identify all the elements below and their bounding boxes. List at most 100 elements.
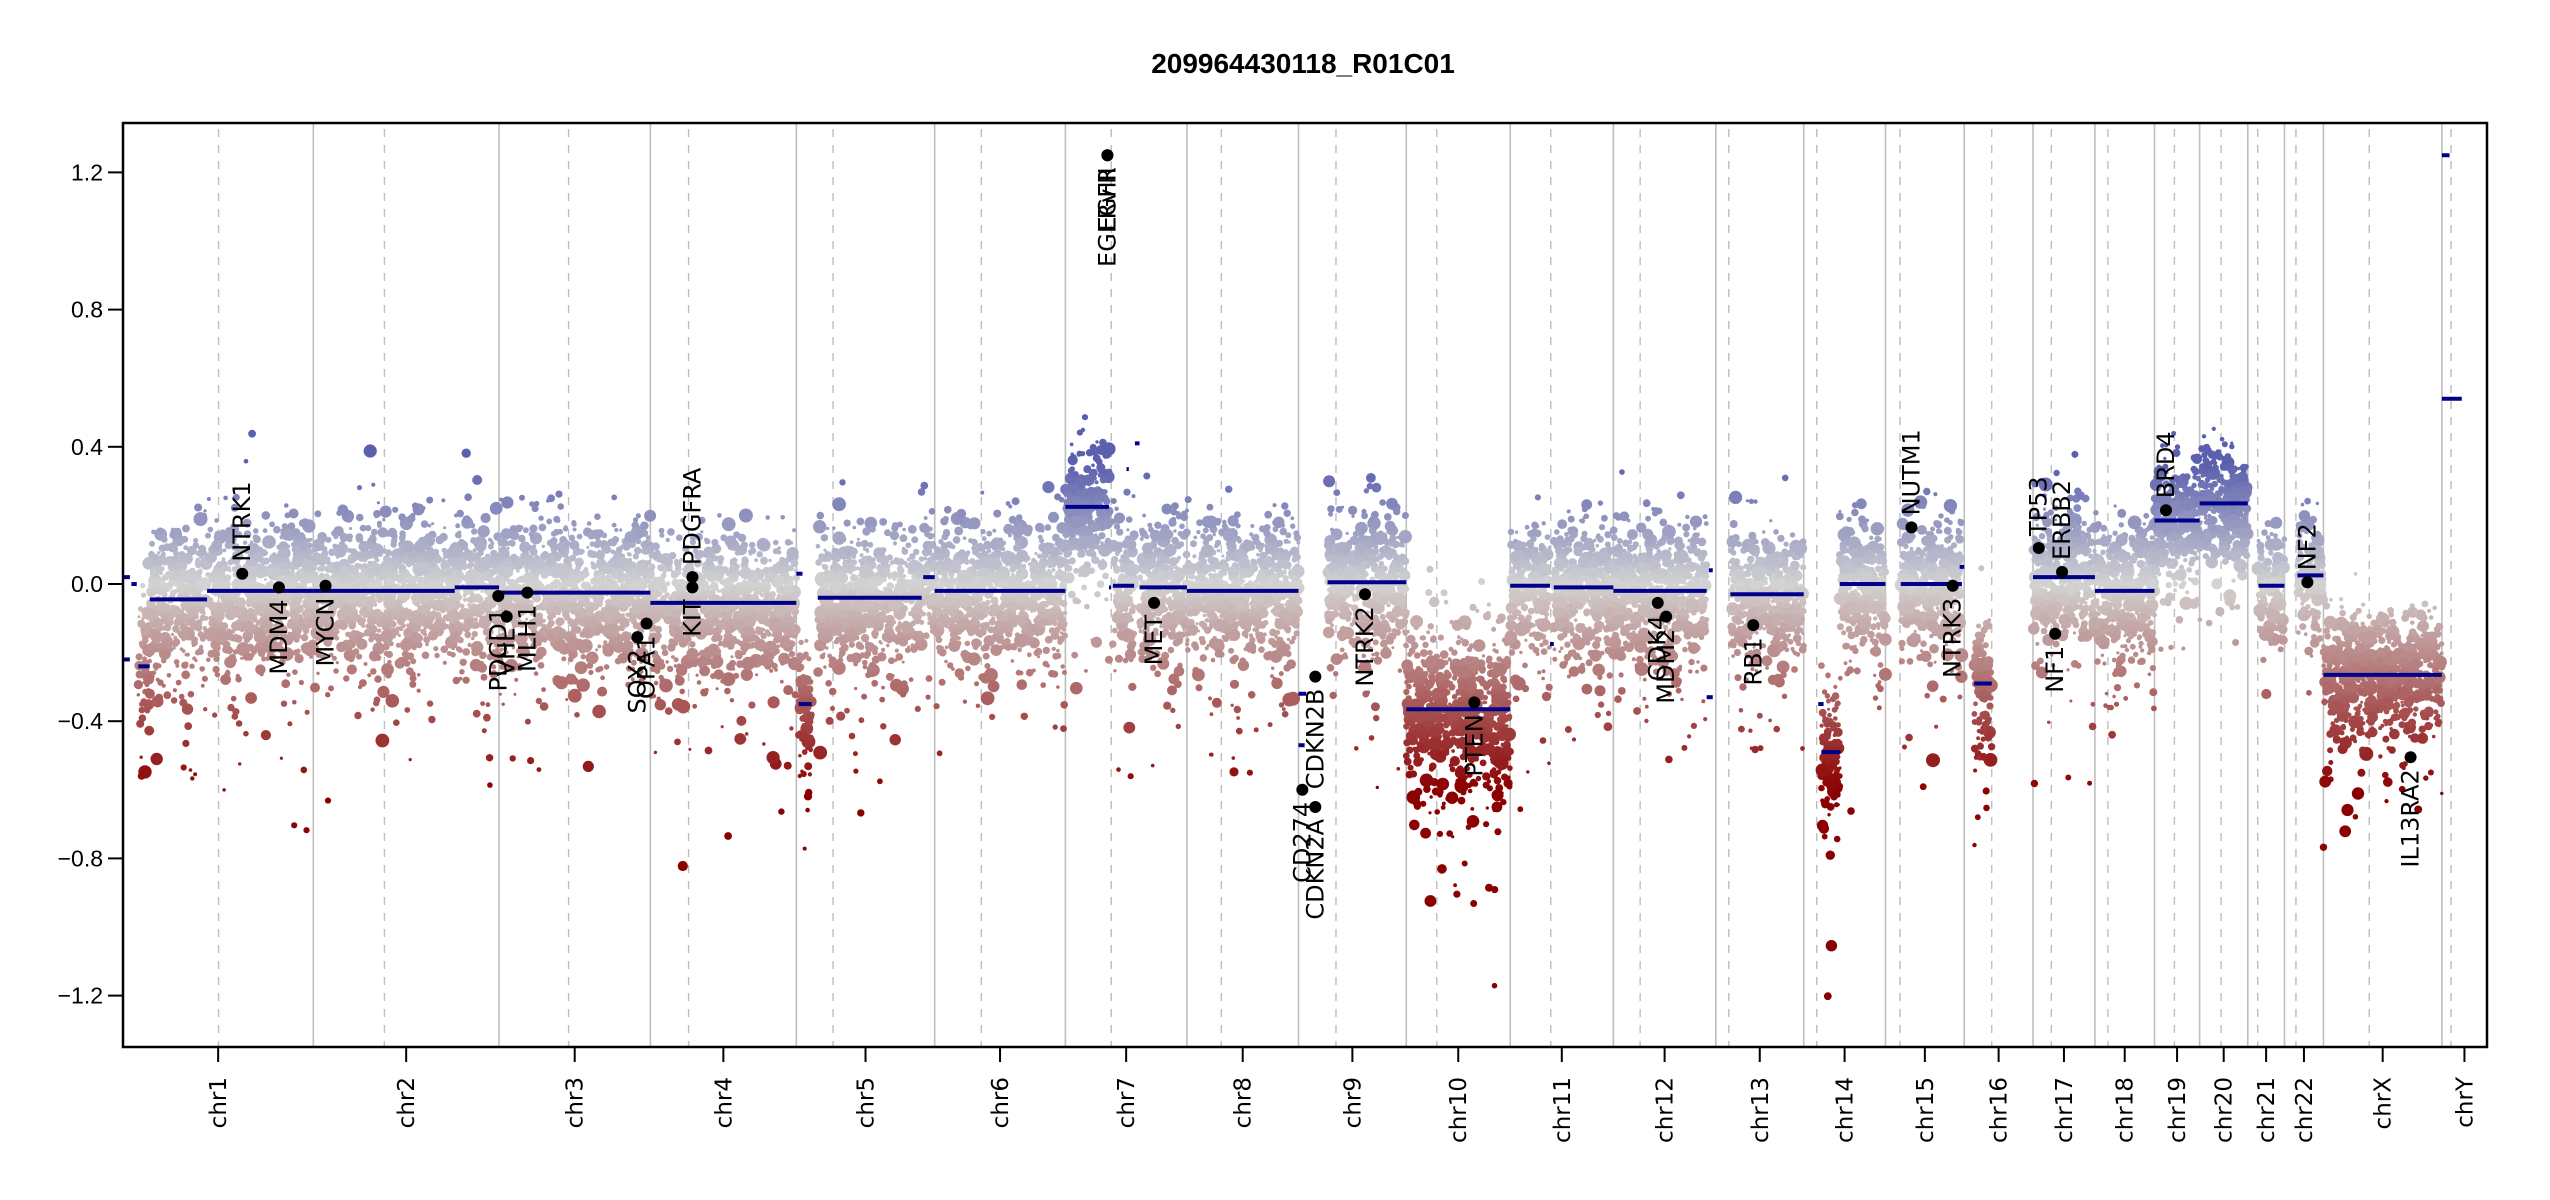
probe-point xyxy=(498,692,502,696)
probe-point xyxy=(901,660,905,664)
probe-point xyxy=(155,677,160,682)
probe-point xyxy=(574,712,580,718)
probe-point xyxy=(575,560,580,566)
probe-point xyxy=(854,604,862,612)
probe-point xyxy=(179,555,184,560)
probe-point xyxy=(574,661,588,675)
probe-point xyxy=(356,485,363,491)
probe-point xyxy=(611,494,618,501)
probe-point xyxy=(182,739,190,748)
probe-point xyxy=(720,725,724,729)
probe-point xyxy=(172,646,176,650)
probe-point xyxy=(692,703,698,709)
probe-point xyxy=(705,570,714,578)
probe-point xyxy=(597,644,602,649)
probe-point xyxy=(242,620,254,632)
probe-point xyxy=(633,546,642,555)
probe-point xyxy=(403,561,407,564)
probe-point xyxy=(470,636,475,641)
probe-point xyxy=(392,506,399,513)
probe-point xyxy=(790,592,799,600)
probe-point xyxy=(157,527,163,533)
probe-point xyxy=(176,577,185,585)
probe-point xyxy=(782,561,789,568)
probe-point xyxy=(885,633,892,639)
probe-point xyxy=(343,675,350,682)
probe-point xyxy=(911,536,919,544)
probe-point xyxy=(210,611,216,617)
probe-point xyxy=(860,539,869,548)
probe-point xyxy=(542,619,546,623)
probe-point xyxy=(450,651,456,658)
probe-point xyxy=(158,535,162,539)
probe-point xyxy=(858,717,865,724)
probe-point xyxy=(136,719,145,728)
probe-point xyxy=(384,669,388,674)
probe-point xyxy=(855,541,862,548)
probe-point xyxy=(789,566,794,572)
probe-point xyxy=(506,585,510,589)
probe-point xyxy=(836,711,846,721)
probe-point xyxy=(276,560,281,565)
probe-point xyxy=(798,754,802,758)
probe-point xyxy=(820,576,825,581)
probe-point xyxy=(488,568,497,576)
probe-point xyxy=(475,579,480,584)
probe-point xyxy=(808,747,814,753)
probe-point xyxy=(248,429,256,438)
probe-point xyxy=(582,760,594,773)
probe-point xyxy=(711,655,724,668)
probe-point xyxy=(739,566,752,580)
probe-point xyxy=(565,557,572,564)
probe-point xyxy=(825,716,834,725)
probe-point xyxy=(279,756,283,760)
probe-point xyxy=(581,570,586,575)
probe-point xyxy=(214,630,227,643)
probe-point xyxy=(760,578,765,583)
probe-point xyxy=(644,509,657,522)
probe-point xyxy=(286,544,291,549)
probe-point xyxy=(736,715,747,726)
probe-point xyxy=(440,645,449,654)
probe-point xyxy=(684,661,691,668)
probe-point xyxy=(369,535,377,543)
probe-point xyxy=(243,730,249,737)
probe-point xyxy=(211,604,216,609)
probe-point xyxy=(732,617,737,621)
probe-point xyxy=(821,563,827,569)
probe-point xyxy=(906,557,911,562)
probe-point xyxy=(755,673,759,677)
probe-point xyxy=(588,669,594,676)
probe-point xyxy=(806,656,812,662)
probe-point xyxy=(628,596,635,603)
probe-point xyxy=(658,527,665,534)
probe-point xyxy=(600,675,605,681)
probe-point xyxy=(538,515,544,521)
probe-point xyxy=(473,552,479,558)
probe-point xyxy=(361,563,368,569)
probe-point xyxy=(210,623,214,627)
probe-point xyxy=(580,654,586,660)
probe-point xyxy=(734,639,741,645)
probe-point xyxy=(240,656,244,660)
probe-point xyxy=(786,605,795,613)
probe-point xyxy=(572,604,577,610)
probe-point xyxy=(784,633,788,637)
probe-point xyxy=(798,639,804,646)
probe-point xyxy=(287,561,295,569)
probe-point xyxy=(419,603,431,616)
probe-point xyxy=(457,573,461,577)
probe-point xyxy=(885,672,894,681)
probe-point xyxy=(630,617,634,621)
probe-point xyxy=(309,564,317,572)
probe-point xyxy=(462,648,471,656)
probe-point xyxy=(480,512,491,524)
probe-point xyxy=(716,572,723,580)
probe-point xyxy=(385,650,393,659)
probe-point xyxy=(222,788,226,792)
probe-point xyxy=(501,496,514,509)
probe-point xyxy=(704,687,709,693)
probe-point xyxy=(520,552,526,559)
probe-point xyxy=(454,601,459,606)
probe-point xyxy=(231,658,237,664)
